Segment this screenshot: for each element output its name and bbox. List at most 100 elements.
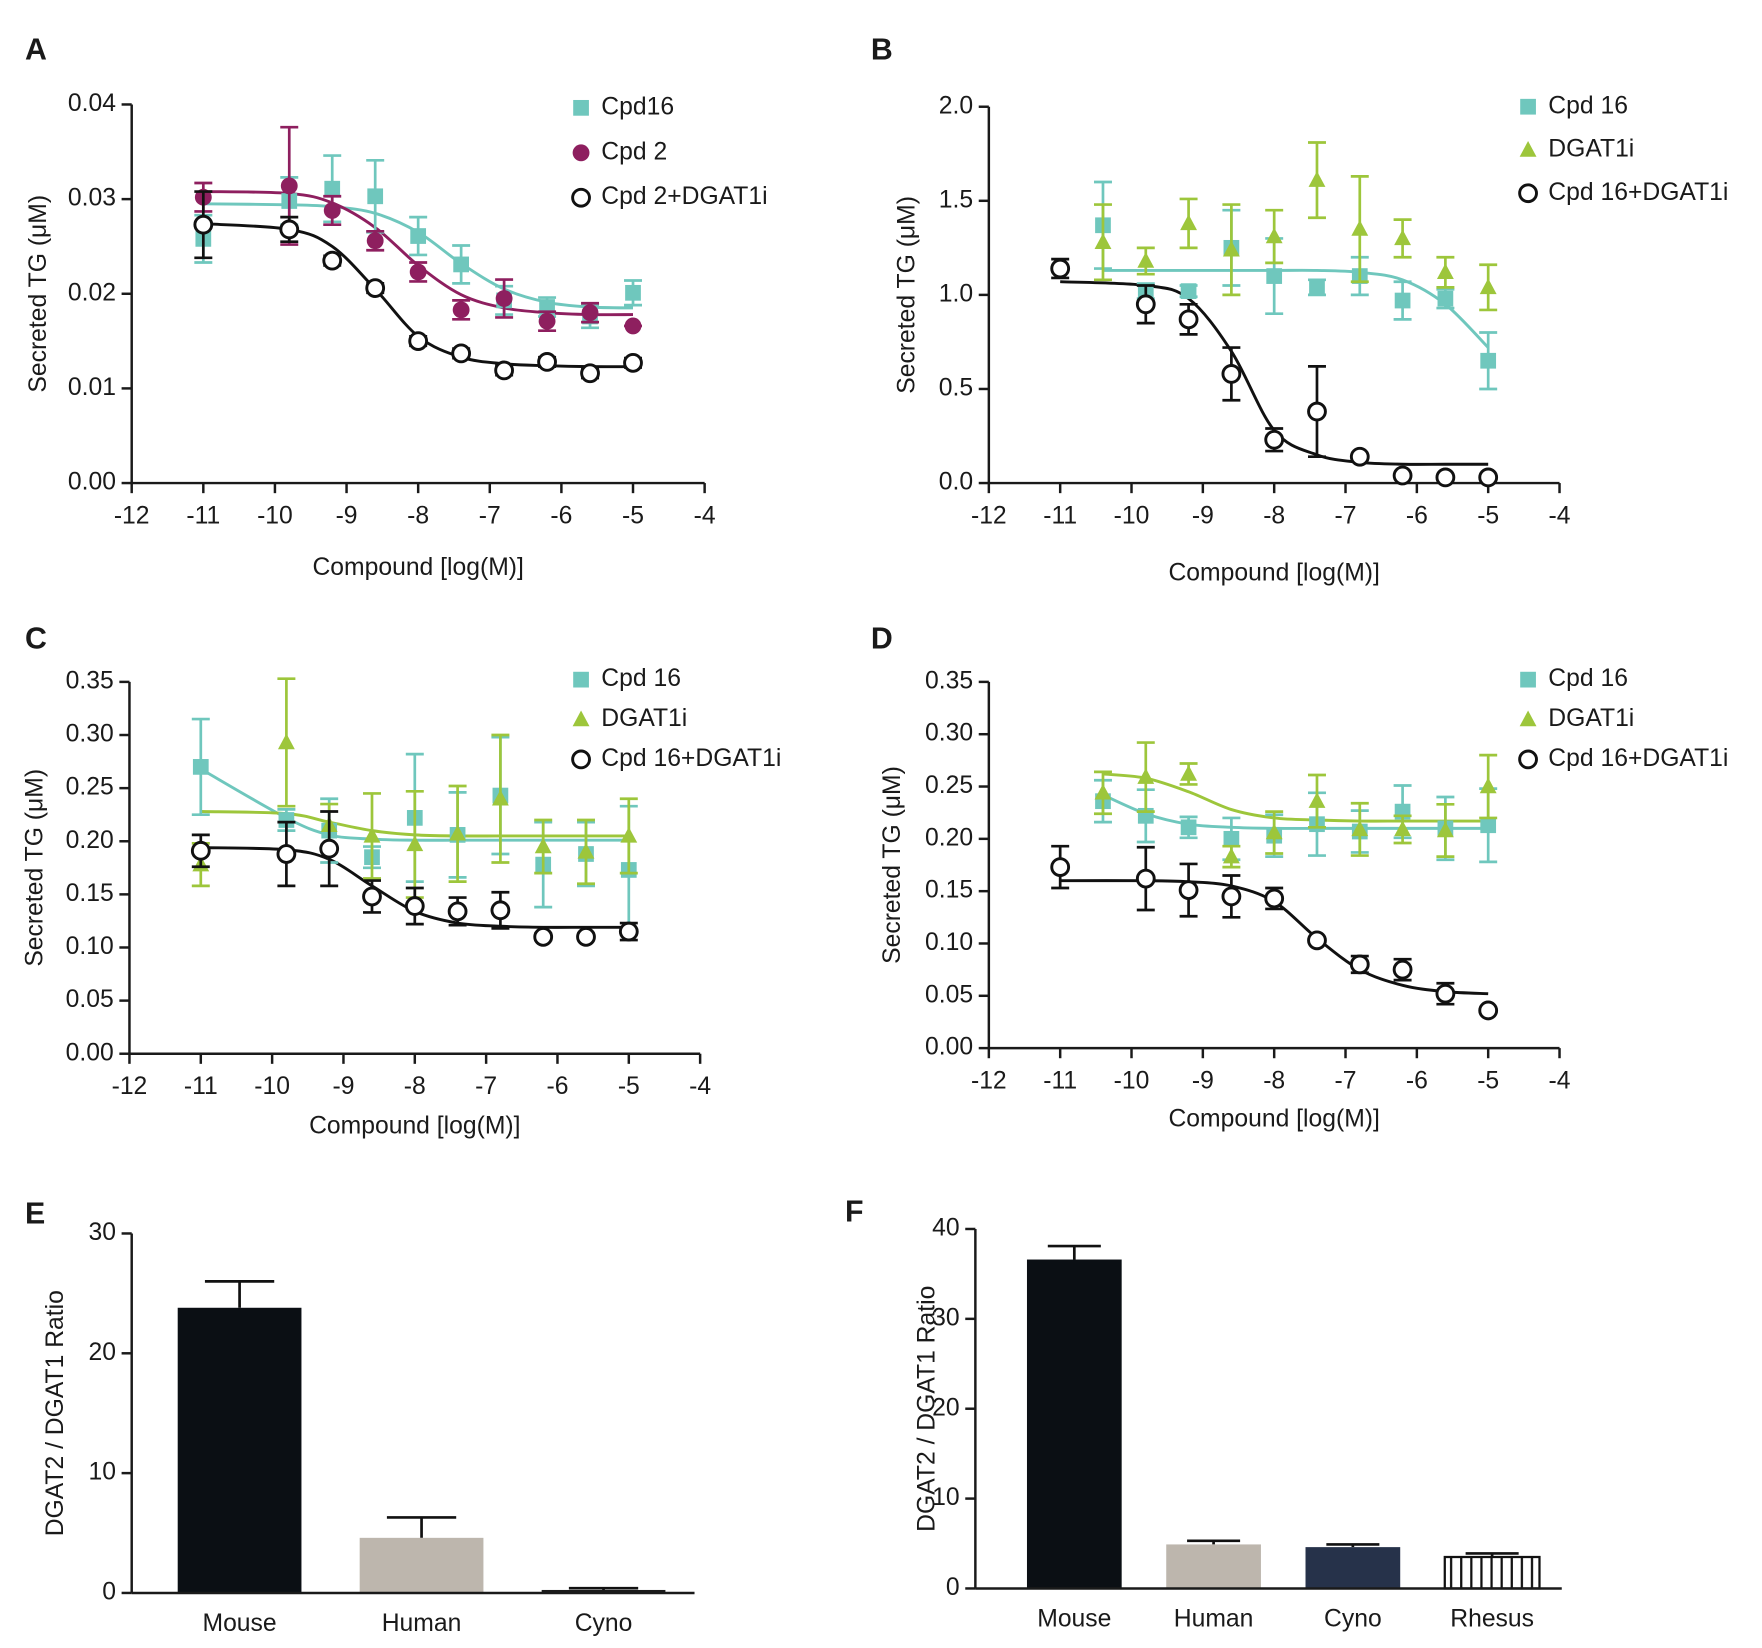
point — [1308, 171, 1326, 187]
x-tick-label: -10 — [257, 502, 293, 529]
point — [1351, 220, 1369, 236]
point — [1135, 868, 1156, 889]
x-tick-label: -6 — [546, 1073, 568, 1100]
y-tick-label: 0.02 — [68, 279, 116, 306]
x-tick-label: Human — [382, 1610, 462, 1637]
point — [491, 789, 509, 806]
point — [538, 312, 556, 330]
y-tick-label: 0.20 — [66, 827, 114, 854]
point — [192, 759, 209, 775]
y-tick-label: 0.30 — [66, 721, 114, 748]
y-axis-title: Secreted TG (μM) — [22, 769, 49, 967]
y-tick-label: 0.10 — [925, 929, 973, 956]
bar — [359, 1537, 484, 1593]
point — [1050, 258, 1071, 279]
point — [1349, 954, 1370, 975]
point — [1349, 446, 1370, 467]
y-tick-label: 0.00 — [68, 469, 116, 496]
point — [1264, 429, 1285, 450]
point — [1394, 292, 1411, 309]
point — [1223, 830, 1240, 847]
x-tick-label: -12 — [971, 1067, 1007, 1094]
point — [1266, 268, 1283, 284]
x-tick-label: -5 — [618, 1073, 640, 1100]
bar — [1026, 1259, 1122, 1589]
x-tick-label: -4 — [694, 502, 716, 529]
point — [323, 202, 341, 219]
point — [1221, 886, 1242, 907]
point — [537, 352, 557, 372]
point — [1309, 279, 1325, 296]
y-axis-title: DGAT2 / DGAT1 Ratio — [42, 1290, 69, 1536]
legend-marker — [1520, 98, 1536, 115]
y-tick-label: 0.30 — [925, 720, 973, 747]
point — [1137, 252, 1155, 268]
bar — [1166, 1544, 1261, 1589]
y-tick-label: 0 — [946, 1574, 960, 1601]
x-tick-label: -9 — [1192, 502, 1214, 529]
point — [278, 812, 295, 828]
legend-label: Cpd 16 — [601, 665, 681, 692]
point — [276, 844, 297, 864]
x-tick-label: -9 — [332, 1073, 354, 1100]
y-tick-label: 0.20 — [925, 824, 973, 851]
point — [452, 301, 470, 319]
bar — [541, 1589, 666, 1593]
point — [1392, 959, 1413, 980]
fit-curve — [1102, 268, 1490, 349]
point — [1180, 819, 1197, 836]
point — [451, 343, 472, 364]
x-tick-label: -7 — [1335, 502, 1357, 529]
y-axis-title: Secreted TG (μM) — [893, 196, 920, 394]
fit-curve — [203, 190, 634, 317]
x-tick-label: -10 — [1114, 502, 1150, 529]
x-tick-label: -8 — [1263, 1067, 1285, 1094]
x-tick-label: -7 — [479, 502, 501, 529]
point — [319, 838, 340, 859]
legend-marker — [1519, 710, 1537, 727]
x-tick-label: -11 — [184, 1073, 218, 1100]
point — [625, 284, 641, 301]
point — [1178, 309, 1199, 330]
x-tick-label: -8 — [404, 1073, 426, 1100]
point — [1394, 820, 1412, 837]
x-axis-title: Compound [log(M)] — [1168, 1106, 1379, 1133]
y-tick-label: 0 — [102, 1578, 116, 1605]
panel-label: F — [845, 1195, 864, 1228]
legend-label: Cpd 16 — [1548, 665, 1628, 692]
point — [534, 837, 552, 854]
point — [279, 219, 300, 240]
point — [447, 901, 468, 922]
point — [1351, 820, 1369, 837]
fit-curve — [1102, 772, 1489, 823]
legend-label: DGAT1i — [601, 705, 687, 732]
point — [1480, 352, 1497, 369]
point — [618, 921, 639, 942]
y-tick-label: 0.10 — [66, 933, 114, 960]
legend-marker — [1518, 183, 1538, 204]
legend-label: DGAT1i — [1548, 136, 1634, 163]
y-tick-label: 0.25 — [925, 772, 973, 799]
point — [1221, 364, 1242, 384]
y-tick-label: 10 — [932, 1484, 959, 1511]
panel-label: D — [871, 622, 893, 655]
point — [1435, 983, 1456, 1004]
point — [410, 228, 427, 244]
panel-label: E — [25, 1198, 45, 1231]
y-tick-label: 10 — [88, 1459, 115, 1486]
point — [576, 926, 596, 947]
legend-marker — [573, 99, 589, 116]
x-tick-label: -9 — [336, 502, 358, 529]
x-tick-label: -9 — [1192, 1067, 1214, 1094]
error-bar — [1047, 1244, 1101, 1260]
bar — [1305, 1547, 1401, 1589]
fit-curve — [203, 202, 634, 310]
point — [406, 835, 424, 852]
x-tick-label: -11 — [186, 502, 220, 529]
y-axis-title: Secreted TG (μM) — [879, 766, 906, 964]
y-tick-label: 20 — [88, 1339, 115, 1366]
point — [449, 824, 467, 841]
point — [1180, 214, 1198, 231]
x-tick-label: -7 — [475, 1073, 497, 1100]
